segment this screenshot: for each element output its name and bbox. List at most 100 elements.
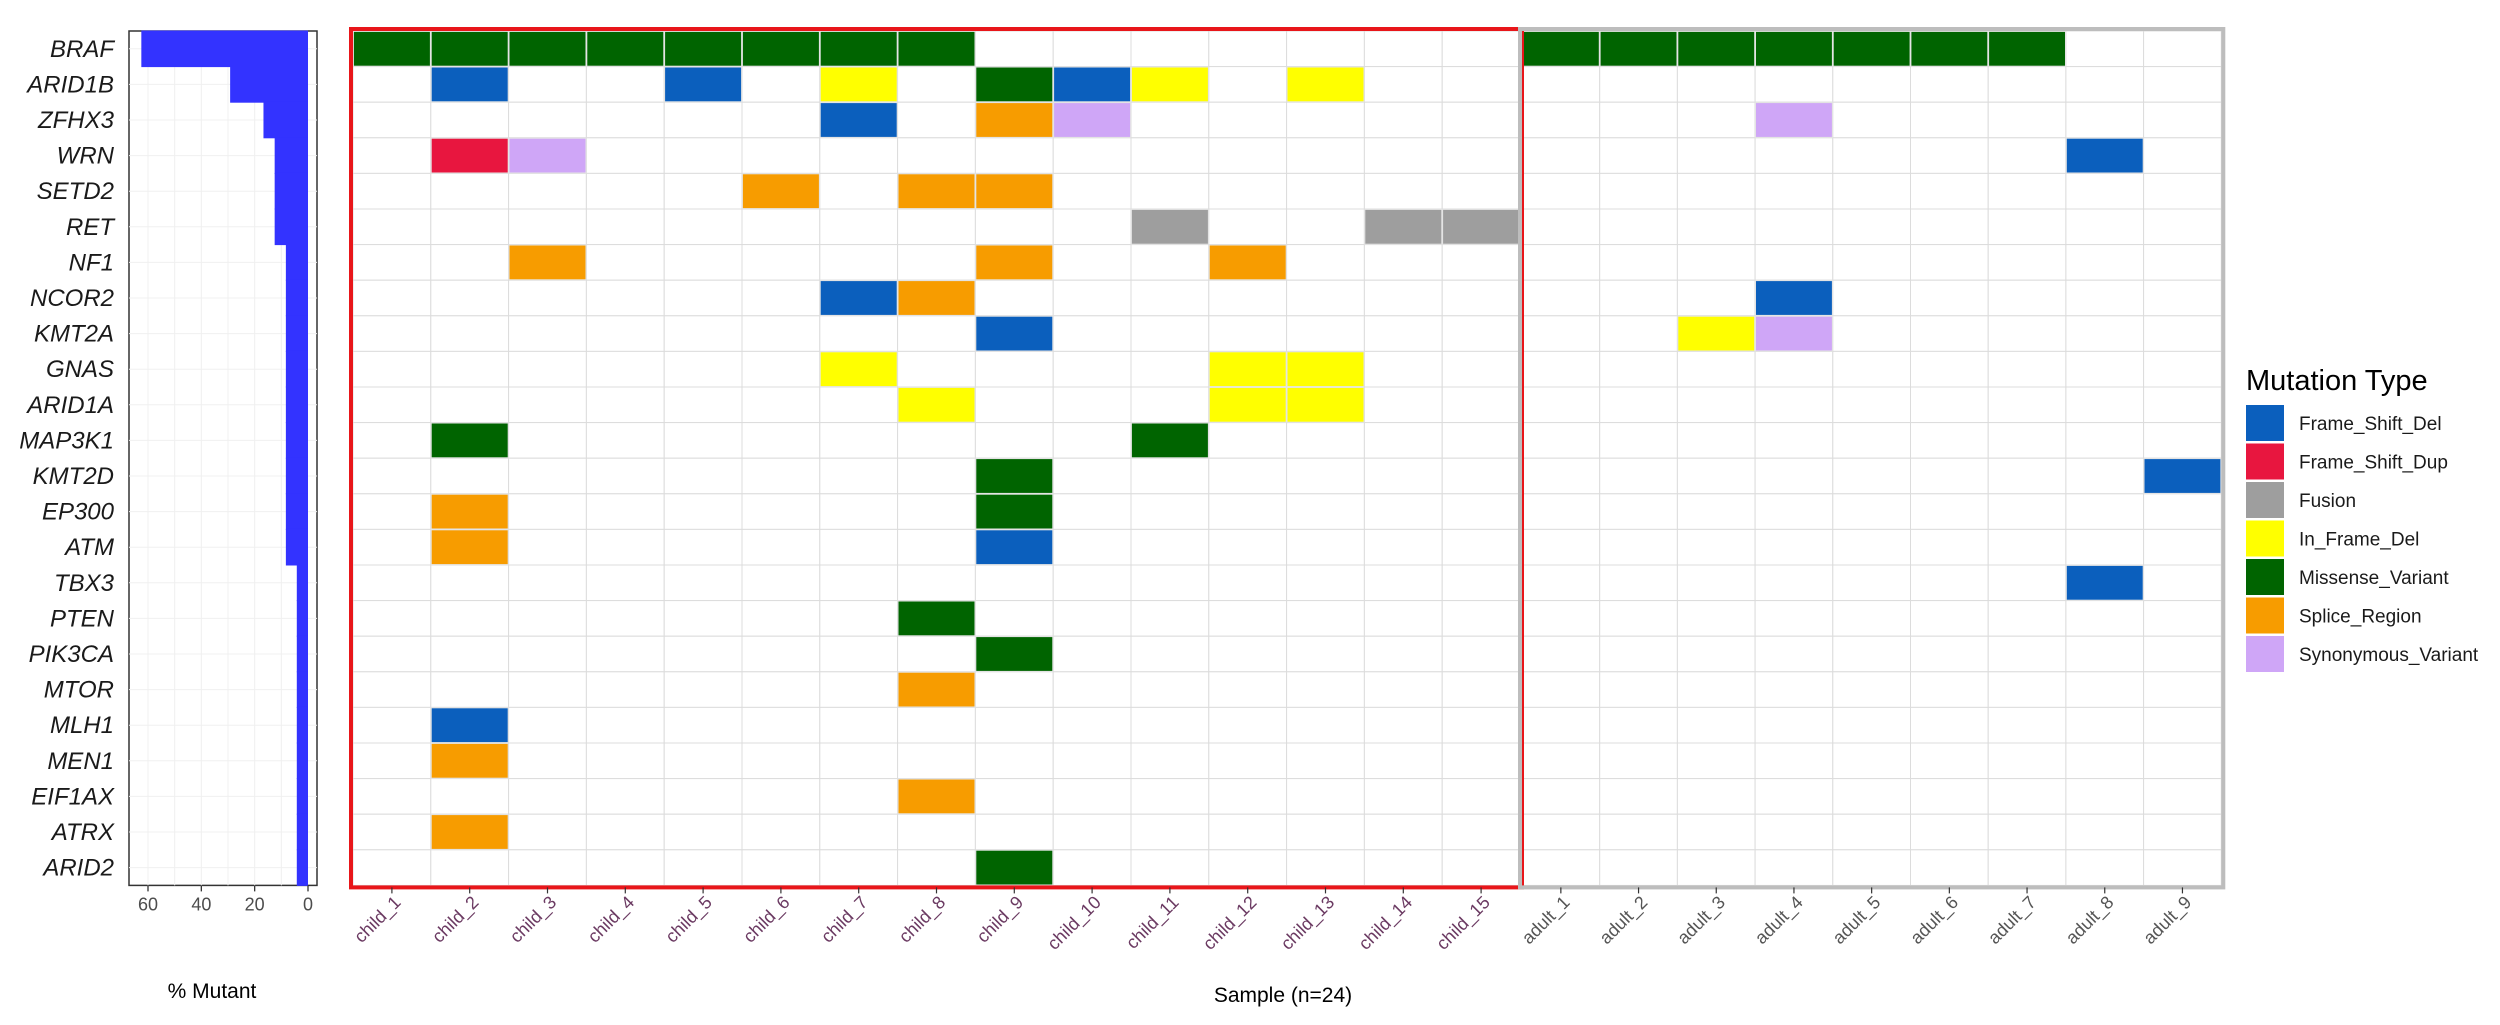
heatmap-empty-cell (1130, 635, 1210, 673)
heatmap-empty-cell (2065, 101, 2145, 139)
heatmap-empty-cell (2065, 600, 2145, 637)
heatmap-empty-cell (2143, 600, 2222, 637)
heatmap-empty-cell (1521, 457, 1601, 495)
heatmap-empty-cell (1832, 244, 1912, 281)
mutation-cell-wrn-child-2 (430, 137, 509, 174)
heatmap-empty-cell (897, 813, 976, 851)
heatmap-empty-cell (1363, 671, 1443, 708)
heatmap-empty-cell (897, 208, 976, 246)
legend: Mutation Type Frame_Shift_Del Frame_Shift_… (2246, 365, 2479, 672)
heatmap-empty-cell (1599, 422, 1678, 459)
heatmap-empty-cell (1363, 635, 1443, 673)
heatmap-empty-cell (741, 528, 821, 566)
heatmap-empty-cell (897, 66, 976, 103)
legend-swatch-missense-variant (2246, 559, 2284, 595)
heatmap-empty-cell (1441, 564, 1521, 602)
heatmap-empty-cell (1987, 137, 2067, 174)
heatmap-empty-cell (1832, 778, 1912, 815)
heatmap-empty-cell (663, 706, 743, 744)
heatmap-empty-cell (508, 422, 587, 459)
gene-label-pik3ca: PIK3CA (29, 641, 114, 668)
heatmap-empty-cell (1676, 813, 1756, 851)
heatmap-empty-cell (1363, 493, 1443, 530)
gene-label-tbx3: TBX3 (54, 570, 115, 597)
heatmap-empty-cell (819, 600, 899, 637)
heatmap-empty-cell (1676, 635, 1756, 673)
heatmap-empty-cell (2065, 30, 2145, 68)
mutation-cell-kmt2a-child-9 (975, 315, 1054, 352)
heatmap-empty-cell (1910, 386, 1989, 424)
legend-title: Mutation Type (2246, 365, 2428, 397)
heatmap-empty-cell (508, 208, 587, 246)
heatmap-empty-cell (1676, 137, 1756, 174)
heatmap-empty-cell (352, 635, 432, 673)
heatmap-empty-cell (1441, 350, 1521, 388)
sample-label-adult-9: adult_9 (2139, 892, 2196, 949)
sample-label-child-9: child_9 (973, 892, 1028, 947)
heatmap-empty-cell (1130, 386, 1210, 424)
mutation-cell-arid1b-child-2 (430, 66, 509, 103)
heatmap-empty-cell (1521, 315, 1601, 352)
heatmap-empty-cell (1363, 386, 1443, 424)
heatmap-empty-cell (1832, 457, 1912, 495)
heatmap-empty-cell (1599, 528, 1678, 566)
heatmap-empty-cell (1208, 422, 1288, 459)
heatmap-empty-cell (663, 279, 743, 317)
heatmap-empty-cell (1676, 386, 1756, 424)
heatmap-empty-cell (741, 778, 821, 815)
heatmap-empty-cell (1599, 564, 1678, 602)
mutation-cell-zfhx3-child-10 (1053, 102, 1131, 138)
heatmap-empty-cell (508, 564, 587, 602)
mutation-cell-braf-child-2 (430, 31, 509, 67)
heatmap-empty-cell (1130, 706, 1210, 744)
mutation-cell-ret-child-15 (1442, 209, 1520, 245)
heatmap-empty-cell (1441, 528, 1521, 566)
heatmap-empty-cell (1754, 244, 1834, 281)
heatmap-empty-cell (1286, 706, 1365, 744)
heatmap-empty-cell (1676, 528, 1756, 566)
frequency-tick-label: 20 (245, 894, 265, 914)
heatmap-empty-cell (1441, 101, 1521, 139)
heatmap-empty-cell (2143, 244, 2222, 281)
mutation-cell-braf-adult-2 (1599, 31, 1678, 67)
frequency-tick-label: 60 (138, 894, 158, 914)
heatmap-empty-cell (1599, 172, 1678, 210)
heatmap-empty-cell (1521, 528, 1601, 566)
heatmap-empty-cell (585, 671, 665, 708)
heatmap-empty-cell (430, 208, 510, 246)
heatmap-empty-cell (819, 208, 899, 246)
heatmap-empty-cell (2143, 279, 2222, 317)
heatmap-empty-cell (1987, 315, 2067, 352)
heatmap-empty-cell (352, 742, 432, 780)
heatmap-empty-cell (585, 279, 665, 317)
heatmap-empty-cell (1441, 849, 1521, 886)
heatmap-empty-cell (430, 172, 510, 210)
legend-label-in-frame-del: In_Frame_Del (2299, 530, 2419, 551)
heatmap-empty-cell (1987, 564, 2067, 602)
frequency-bar-pten (296, 600, 308, 637)
heatmap-empty-cell (1599, 742, 1678, 780)
mutation-cell-wrn-adult-8 (2065, 137, 2144, 174)
frequency-bar-braf (141, 30, 308, 68)
heatmap-empty-cell (2143, 172, 2222, 210)
heatmap-empty-cell (2143, 315, 2222, 352)
heatmap-empty-cell (1754, 635, 1834, 673)
heatmap-empty-cell (1910, 172, 1989, 210)
heatmap-empty-cell (1286, 813, 1365, 851)
heatmap-empty-cell (1208, 564, 1288, 602)
heatmap-empty-cell (1363, 137, 1443, 174)
heatmap-empty-cell (2065, 706, 2145, 744)
mutation-cell-arid1a-child-8 (897, 387, 976, 423)
frequency-bar-wrn (274, 137, 308, 174)
heatmap-empty-cell (1052, 279, 1132, 317)
heatmap-empty-cell (1676, 279, 1756, 317)
heatmap-empty-cell (508, 635, 587, 673)
heatmap-empty-cell (1676, 208, 1756, 246)
heatmap-empty-cell (1052, 315, 1132, 352)
heatmap-empty-cell (663, 671, 743, 708)
frequency-bar-ret (274, 208, 308, 246)
heatmap-empty-cell (819, 172, 899, 210)
heatmap-empty-cell (1599, 778, 1678, 815)
heatmap-empty-cell (1832, 493, 1912, 530)
mutation-cell-arid1b-child-5 (664, 66, 742, 103)
